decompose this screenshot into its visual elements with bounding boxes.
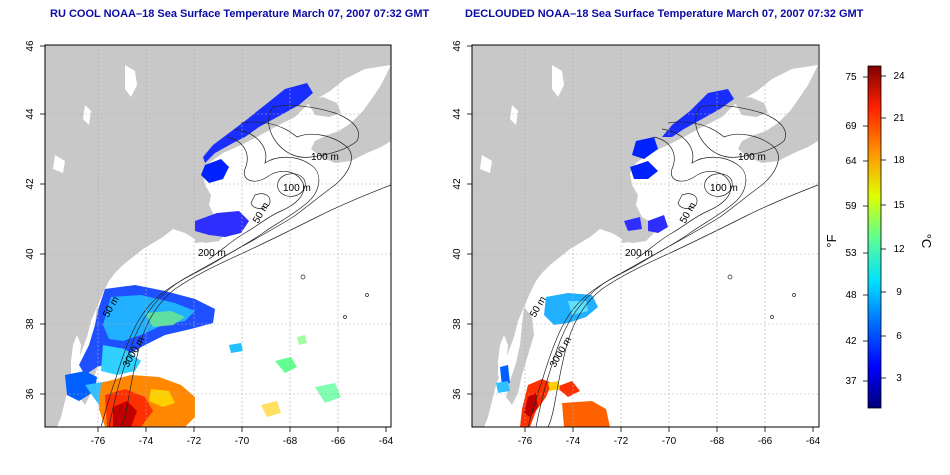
- colorbar-gradient: [867, 65, 882, 409]
- y-tick-label: 40: [452, 248, 463, 260]
- y-tick-label: 38: [452, 318, 463, 330]
- left-axis-ticks: -76 -74 -72 -70 -68 -66 -64 46 44 42 40 38 36: [25, 40, 394, 447]
- x-tick-label: -72: [187, 436, 202, 447]
- x-tick-label: -68: [710, 436, 725, 447]
- x-tick-label: -68: [283, 436, 298, 447]
- right-contour-label: 100 m: [710, 183, 738, 194]
- right-contour-label: 200 m: [625, 248, 653, 259]
- x-tick-label: -66: [758, 436, 773, 447]
- left-sst-data: [65, 83, 341, 427]
- x-tick-label: -72: [614, 436, 629, 447]
- colorbar: 75 69 64 59 53 48 42 37 24 21 18 15 12 9 6 3 °F °C: [824, 65, 934, 409]
- celsius-tick-label: 6: [896, 331, 902, 342]
- y-tick-label: 42: [452, 178, 463, 190]
- y-tick-label: 42: [25, 178, 36, 190]
- x-tick-label: -74: [566, 436, 581, 447]
- y-tick-label: 36: [452, 388, 463, 400]
- y-tick-label: 44: [25, 108, 36, 120]
- fahrenheit-label: °F: [824, 234, 839, 247]
- left-contour-label: 100 m: [311, 152, 339, 163]
- right-contour-label: 100 m: [738, 152, 766, 163]
- y-tick-label: 46: [452, 40, 463, 52]
- x-tick-label: -76: [518, 436, 533, 447]
- fahrenheit-tick-label: 75: [845, 72, 857, 83]
- fahrenheit-tick-label: 69: [845, 121, 857, 132]
- right-axis-ticks: -76 -74 -72 -70 -68 -66 -64 46 44 42 40 38 36: [452, 40, 821, 447]
- left-contour-label: 200 m: [198, 248, 226, 259]
- y-tick-label: 38: [25, 318, 36, 330]
- fahrenheit-tick-label: 59: [845, 201, 857, 212]
- celsius-tick-label: 24: [893, 71, 905, 82]
- y-tick-label: 36: [25, 388, 36, 400]
- celsius-tick-label: 15: [893, 200, 905, 211]
- y-tick-label: 40: [25, 248, 36, 260]
- fahrenheit-tick-label: 53: [845, 248, 857, 259]
- y-tick-label: 46: [25, 40, 36, 52]
- x-tick-label: -70: [662, 436, 677, 447]
- left-plot-frame: [44, 44, 392, 428]
- x-tick-label: -66: [331, 436, 346, 447]
- colorbar-ticks: 75 69 64 59 53 48 42 37 24 21 18 15 12 9 6 3: [845, 71, 905, 387]
- right-plot-frame: [471, 44, 820, 428]
- left-gridlines: [45, 45, 391, 427]
- x-tick-label: -70: [235, 436, 250, 447]
- y-tick-label: 44: [452, 108, 463, 120]
- left-panel-title: RU COOL NOAA–18 Sea Surface Temperature …: [50, 8, 430, 20]
- left-map-panel: 100 m 100 m 50 m 200 m 50 m 3000 m -76 -7…: [25, 40, 394, 447]
- right-gridlines: [472, 45, 819, 427]
- celsius-tick-label: 18: [893, 155, 905, 166]
- celsius-tick-label: 21: [893, 113, 905, 124]
- right-panel-title: DECLOUDED NOAA–18 Sea Surface Temperatur…: [465, 8, 864, 20]
- fahrenheit-tick-label: 48: [845, 290, 857, 301]
- fahrenheit-tick-label: 64: [845, 156, 857, 167]
- x-tick-label: -64: [379, 436, 394, 447]
- celsius-tick-label: 12: [893, 244, 905, 255]
- fahrenheit-tick-label: 42: [845, 336, 857, 347]
- x-tick-label: -76: [91, 436, 106, 447]
- left-contour-label: 100 m: [283, 183, 311, 194]
- fahrenheit-tick-label: 37: [845, 376, 857, 387]
- celsius-tick-label: 3: [896, 373, 902, 384]
- celsius-label: °C: [919, 234, 934, 249]
- x-tick-label: -74: [139, 436, 154, 447]
- x-tick-label: -64: [806, 436, 821, 447]
- celsius-tick-label: 9: [896, 287, 902, 298]
- right-map-panel: 100 m 100 m 50 m 200 m 50 m 3000 m -76 -7…: [452, 40, 821, 447]
